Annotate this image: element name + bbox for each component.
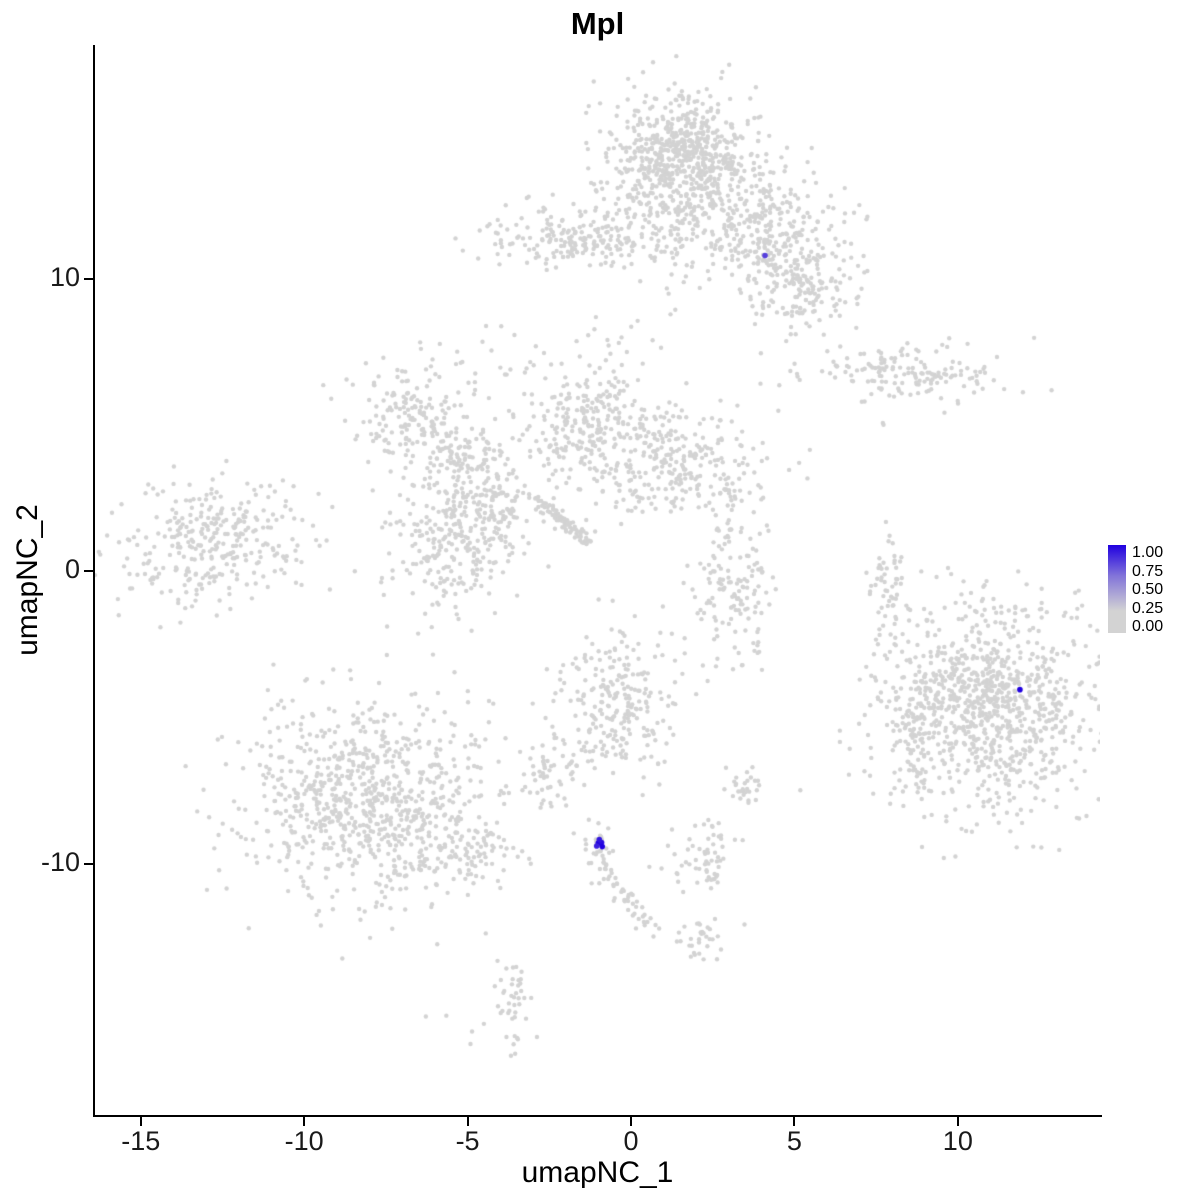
x-axis-title: umapNC_1 xyxy=(521,1156,674,1189)
x-tick-mark xyxy=(956,1117,959,1126)
x-tick-label: 10 xyxy=(942,1126,973,1156)
chart-title: Mpl xyxy=(570,6,625,41)
y-tick-label: -10 xyxy=(40,846,80,877)
expression-legend: 1.00 0.75 0.50 0.25 0.00 xyxy=(1108,545,1163,635)
y-axis-line xyxy=(93,45,95,1117)
y-tick-mark xyxy=(84,570,93,573)
x-tick-mark xyxy=(466,1117,469,1126)
legend-labels: 1.00 0.75 0.50 0.25 0.00 xyxy=(1132,545,1163,635)
x-axis-line xyxy=(93,1115,1102,1117)
x-tick-mark xyxy=(793,1117,796,1126)
x-tick-label: 0 xyxy=(623,1126,639,1156)
x-tick-mark xyxy=(303,1117,306,1126)
legend-tick-label: 0.75 xyxy=(1132,562,1164,580)
y-tick-mark xyxy=(84,277,93,280)
x-tick-mark xyxy=(139,1117,142,1126)
x-tick-label: -15 xyxy=(121,1126,161,1156)
y-tick-mark xyxy=(84,862,93,865)
x-tick-label: -5 xyxy=(455,1126,480,1156)
legend-gradient-bar xyxy=(1108,545,1126,633)
legend-tick-label: 0.25 xyxy=(1132,599,1164,617)
legend-tick-label: 1.00 xyxy=(1132,544,1164,561)
legend-tick-label: 0.00 xyxy=(1132,618,1164,635)
legend-tick-label: 0.50 xyxy=(1132,581,1164,598)
y-tick-label: 0 xyxy=(64,554,80,585)
x-tick-label: -10 xyxy=(284,1126,324,1156)
x-tick-mark xyxy=(630,1117,632,1126)
x-tick-label: 5 xyxy=(786,1126,802,1156)
umap-scatter-canvas xyxy=(95,45,1100,1115)
y-axis-title: umapNC_2 xyxy=(11,504,44,656)
y-tick-label: 10 xyxy=(49,261,80,292)
